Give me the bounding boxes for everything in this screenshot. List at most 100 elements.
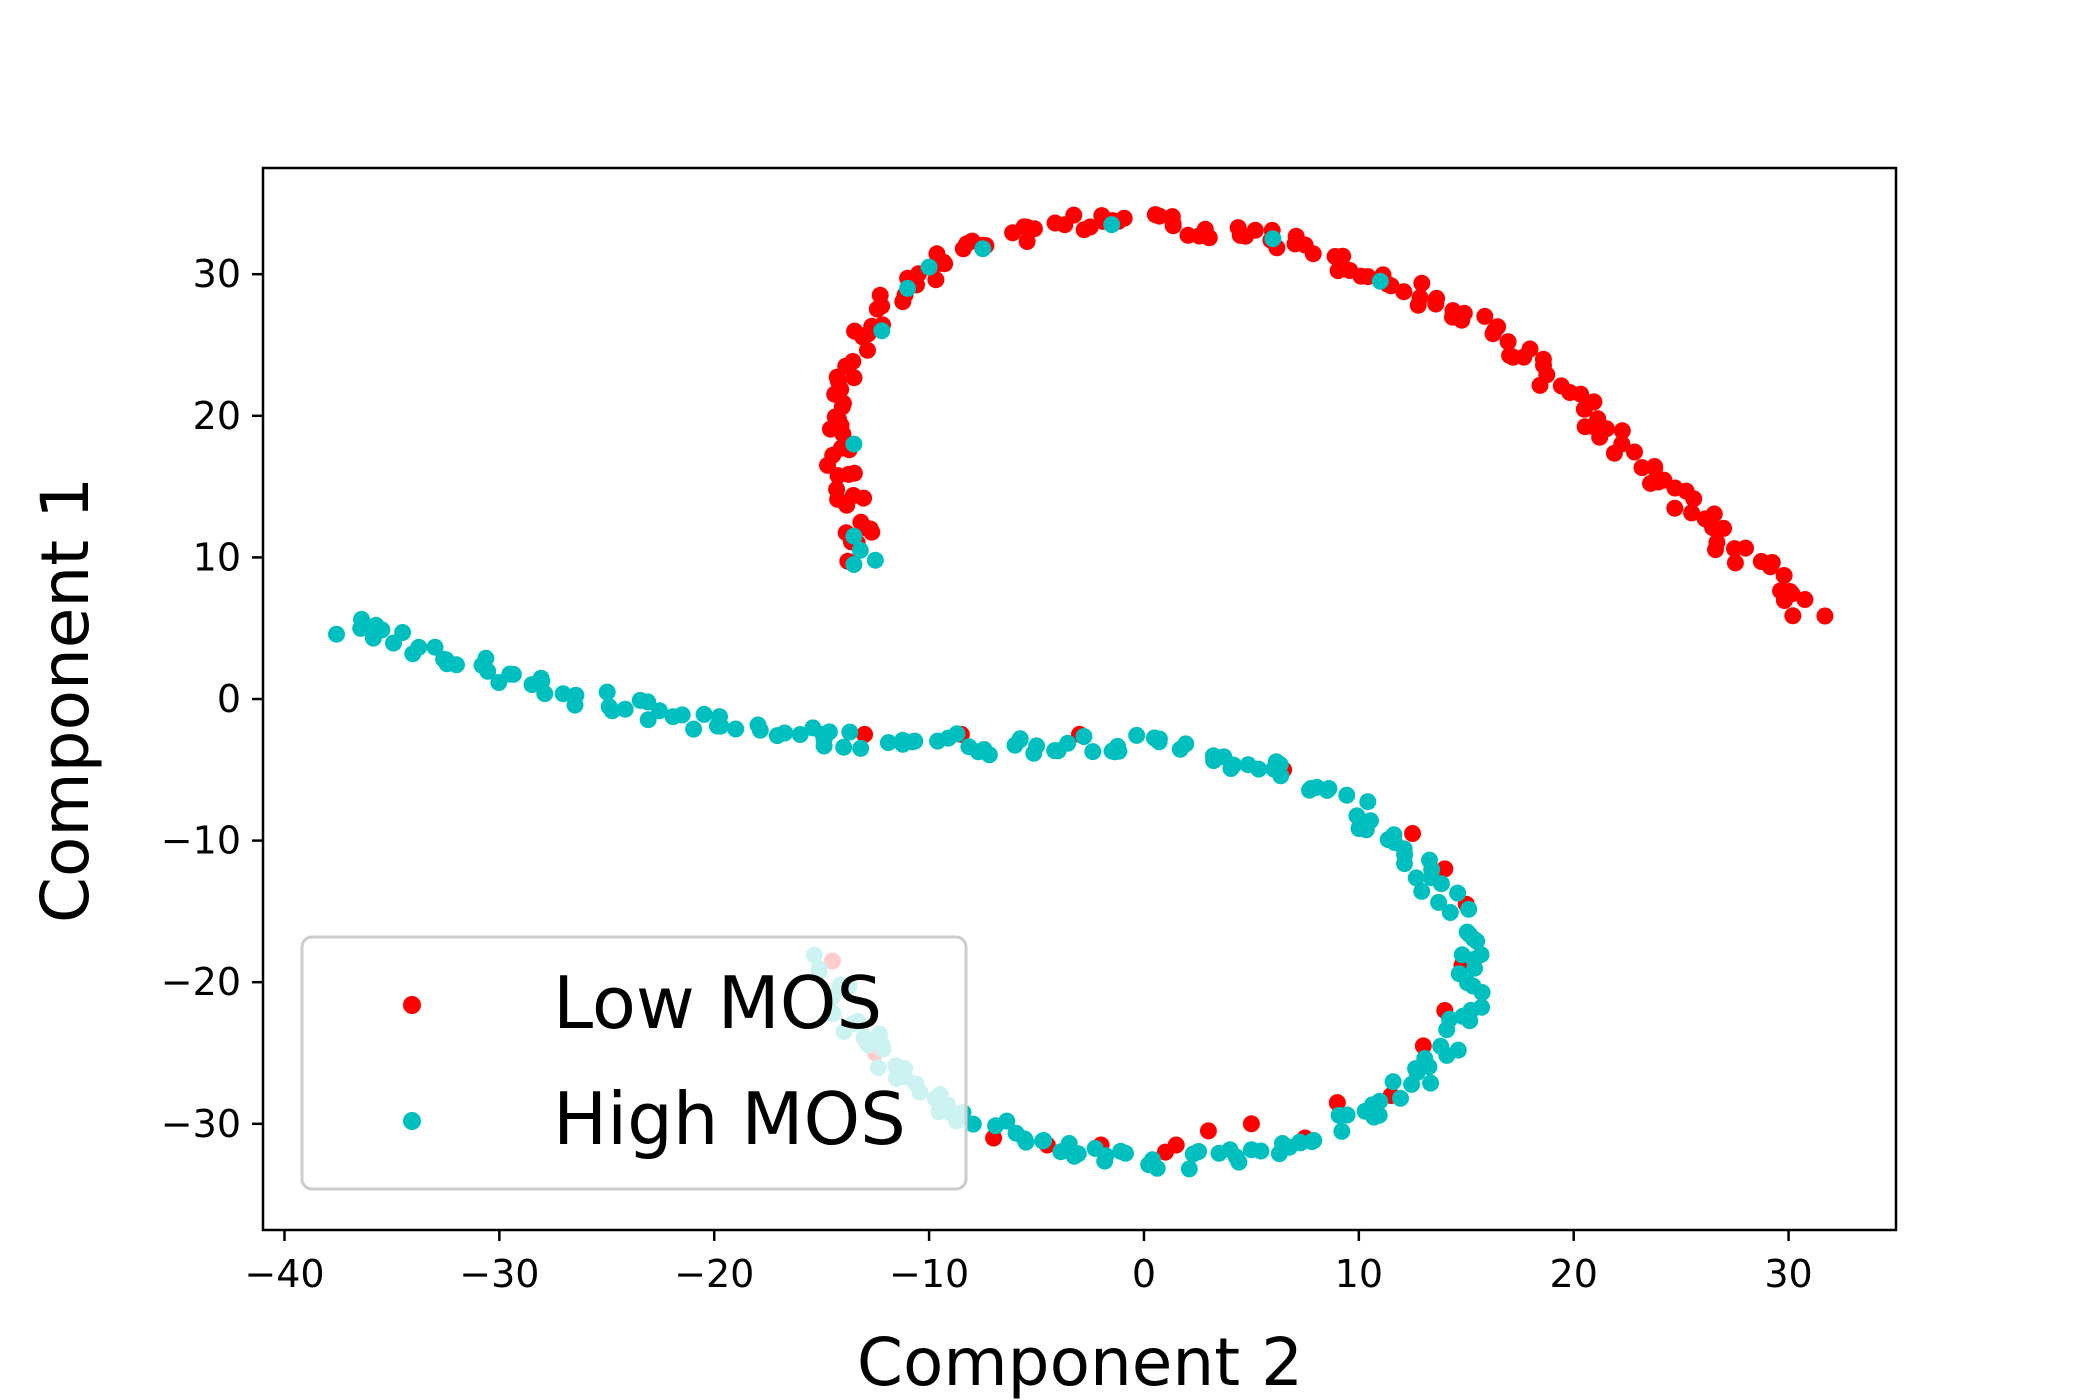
data-point bbox=[1341, 262, 1359, 279]
legend-label-high-mos: High MOS bbox=[553, 1077, 906, 1161]
data-point bbox=[1572, 385, 1590, 403]
data-point bbox=[1430, 893, 1448, 911]
data-point bbox=[845, 435, 863, 453]
data-point bbox=[768, 727, 786, 745]
legend-marker-low-mos bbox=[403, 996, 421, 1014]
data-point bbox=[673, 706, 691, 724]
x-tick-label: −30 bbox=[459, 1252, 539, 1296]
data-point bbox=[1585, 393, 1603, 411]
data-point bbox=[1775, 592, 1793, 609]
data-point bbox=[840, 465, 858, 483]
data-point bbox=[1016, 1130, 1034, 1148]
y-tick-label: 0 bbox=[217, 677, 241, 721]
data-point bbox=[473, 656, 491, 674]
data-point bbox=[749, 716, 767, 734]
data-point bbox=[987, 1117, 1005, 1135]
data-point bbox=[1468, 932, 1486, 950]
data-point bbox=[1438, 1021, 1456, 1039]
data-point bbox=[1304, 245, 1322, 263]
data-point bbox=[1484, 325, 1502, 343]
data-point bbox=[1499, 333, 1517, 351]
data-point bbox=[1432, 875, 1450, 893]
data-point bbox=[1461, 1012, 1479, 1030]
data-point bbox=[1666, 499, 1684, 517]
data-point bbox=[866, 551, 884, 569]
data-point bbox=[1242, 1115, 1260, 1133]
data-point bbox=[1115, 209, 1133, 227]
data-point bbox=[1646, 459, 1664, 477]
legend: Low MOS High MOS bbox=[300, 935, 968, 1191]
data-point bbox=[1359, 793, 1377, 811]
data-point bbox=[394, 624, 412, 641]
data-point bbox=[1384, 1073, 1402, 1091]
x-tick-label: 10 bbox=[1335, 1252, 1383, 1296]
data-point bbox=[1338, 786, 1356, 804]
data-point bbox=[791, 726, 809, 743]
data-point bbox=[1163, 208, 1181, 226]
data-point bbox=[554, 685, 572, 703]
data-point bbox=[1407, 869, 1425, 887]
data-point bbox=[820, 723, 838, 741]
data-point bbox=[1413, 882, 1431, 900]
data-point bbox=[1059, 734, 1077, 752]
data-point bbox=[1613, 435, 1631, 453]
data-point bbox=[927, 271, 945, 289]
data-point bbox=[873, 322, 891, 340]
data-point bbox=[1231, 226, 1249, 244]
data-point bbox=[1357, 821, 1375, 839]
series-low-mos bbox=[819, 206, 1834, 1161]
data-point bbox=[1225, 756, 1242, 774]
data-point bbox=[1726, 554, 1744, 572]
data-point bbox=[566, 696, 584, 714]
data-point bbox=[1404, 825, 1421, 842]
data-point bbox=[1796, 591, 1814, 608]
x-axis-label: Component 2 bbox=[857, 1324, 1303, 1400]
data-point bbox=[1348, 807, 1366, 825]
data-point bbox=[1110, 742, 1128, 760]
y-tick-label: −30 bbox=[161, 1102, 241, 1146]
data-point bbox=[828, 480, 846, 498]
data-point bbox=[1270, 1145, 1288, 1163]
data-point bbox=[1328, 1094, 1346, 1112]
data-point bbox=[1052, 1143, 1070, 1161]
data-point bbox=[1239, 756, 1257, 774]
legend-label-low-mos: Low MOS bbox=[553, 961, 882, 1045]
data-point bbox=[845, 527, 863, 545]
data-point bbox=[936, 255, 954, 273]
x-tick-label: 0 bbox=[1132, 1252, 1156, 1296]
data-point bbox=[920, 258, 938, 276]
data-point bbox=[1501, 347, 1519, 364]
data-point bbox=[974, 240, 992, 258]
data-point bbox=[1018, 233, 1036, 250]
data-point bbox=[835, 738, 853, 756]
data-point bbox=[1184, 1145, 1202, 1163]
data-point bbox=[426, 638, 444, 656]
points-layer bbox=[328, 206, 1834, 1178]
data-point bbox=[1334, 247, 1352, 265]
data-point bbox=[1395, 283, 1413, 301]
data-point bbox=[598, 683, 616, 701]
data-point bbox=[1633, 459, 1651, 477]
data-point bbox=[1392, 1089, 1409, 1107]
data-point bbox=[948, 725, 966, 743]
data-point bbox=[536, 685, 554, 703]
data-point bbox=[1473, 998, 1491, 1016]
data-point bbox=[490, 674, 508, 691]
ticks-layer: −40 −30 −20 −10 0 10 20 30 −30 −20 −10 0 10 20 30 bbox=[161, 252, 1813, 1296]
data-point bbox=[1379, 831, 1397, 849]
data-point bbox=[1140, 1156, 1158, 1174]
data-point bbox=[1371, 272, 1389, 290]
data-point bbox=[964, 1115, 982, 1133]
data-point bbox=[1103, 216, 1121, 234]
data-point bbox=[1726, 540, 1743, 558]
data-point bbox=[829, 372, 847, 390]
data-point bbox=[1409, 296, 1427, 314]
data-point bbox=[328, 625, 345, 643]
data-point bbox=[1200, 229, 1218, 247]
data-point bbox=[504, 665, 522, 683]
data-point bbox=[859, 341, 876, 359]
legend-box bbox=[300, 935, 968, 1191]
data-point bbox=[1428, 289, 1446, 307]
data-point bbox=[616, 700, 634, 718]
data-point bbox=[712, 717, 730, 735]
